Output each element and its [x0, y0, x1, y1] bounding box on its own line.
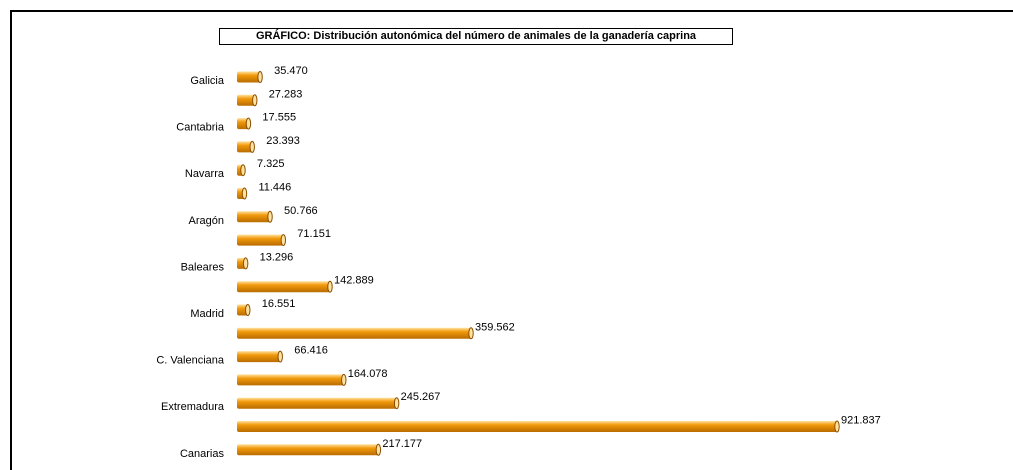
data-label-14: 245.267	[401, 391, 441, 403]
bar-9	[237, 281, 331, 293]
bar-7	[237, 234, 284, 246]
data-label-10: 16.551	[262, 298, 296, 310]
bar-cap-8	[242, 257, 249, 270]
category-label-7: Extremadura	[161, 401, 225, 413]
data-label-3: 23.393	[266, 135, 300, 147]
data-label-11: 359.562	[475, 321, 515, 333]
bar-cap-14	[393, 397, 400, 410]
bar-cap-13	[341, 373, 347, 386]
data-label-1: 27.283	[269, 88, 303, 100]
category-label-4: Baleares	[181, 261, 225, 273]
bar-cap-11	[468, 327, 474, 340]
data-label-5: 11.446	[258, 182, 291, 194]
category-label-6: C. Valenciana	[156, 355, 225, 367]
data-label-12: 66.416	[294, 345, 328, 357]
bar-cap-10	[245, 304, 251, 316]
bar-2	[237, 118, 249, 130]
category-label-3: Aragón	[189, 215, 224, 227]
category-label-1: Cantabria	[176, 122, 225, 134]
bar-10	[237, 304, 248, 316]
bar-cap-0	[257, 71, 263, 83]
category-label-5: Madrid	[190, 308, 224, 320]
data-label-6: 50.766	[284, 205, 318, 217]
data-label-2: 17.555	[262, 112, 296, 124]
category-label-2: Navarra	[185, 168, 225, 180]
category-label-8: Canarias	[180, 448, 225, 460]
bar-cap-3	[249, 140, 255, 153]
bar-cap-6	[267, 210, 273, 223]
bar-cap-7	[280, 234, 287, 247]
bar-cap-9	[327, 280, 333, 293]
bar-cap-5	[241, 187, 248, 200]
bar-cap-2	[245, 117, 252, 130]
bar-0	[237, 71, 261, 83]
bar-cap-4	[240, 164, 246, 177]
data-label-4: 7.325	[257, 158, 285, 170]
bar-3	[237, 141, 253, 153]
category-label-0: Galicia	[190, 75, 225, 87]
bar-cap-15	[834, 420, 840, 433]
bar-6	[237, 211, 271, 223]
chart-title: GRÁFICO: Distribución autonómica del núm…	[219, 28, 733, 45]
data-label-9: 142.889	[334, 275, 374, 287]
bar-11	[237, 327, 472, 339]
bar-12	[237, 351, 281, 363]
data-label-15: 921.837	[841, 415, 881, 427]
chart-frame	[10, 10, 1013, 470]
bar-14	[237, 397, 397, 409]
data-label-8: 13.296	[260, 251, 294, 263]
bar-16	[237, 444, 379, 456]
bar-cap-16	[375, 443, 382, 456]
bar-15	[237, 421, 837, 432]
data-label-0: 35.470	[274, 65, 308, 77]
data-label-16: 217.177	[382, 438, 422, 450]
data-label-13: 164.078	[348, 368, 388, 380]
data-label-7: 71.151	[297, 228, 331, 240]
bar-13	[237, 374, 344, 386]
bar-1	[237, 94, 255, 106]
bar-cap-1	[252, 94, 258, 107]
bar-cap-12	[277, 350, 283, 363]
